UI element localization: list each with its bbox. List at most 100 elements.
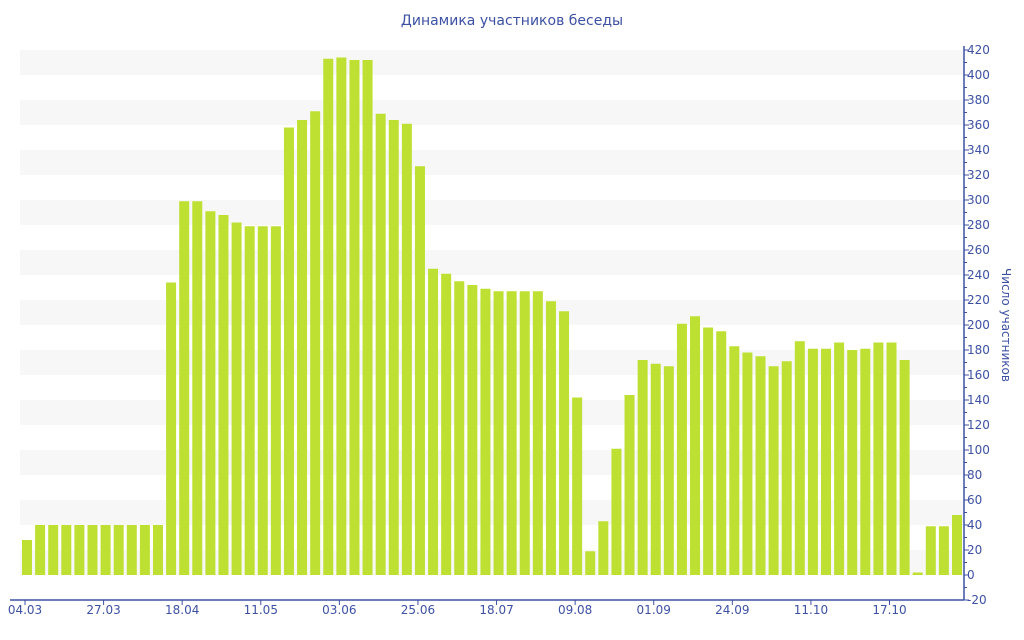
bar [35, 525, 46, 575]
grid-band [20, 450, 964, 475]
bar [807, 348, 818, 575]
y-tick-label: 380 [967, 93, 990, 107]
y-tick-label: 20 [967, 543, 982, 557]
grid-band [20, 100, 964, 125]
bar [257, 226, 268, 575]
bar [768, 366, 779, 575]
y-tick-label: 340 [967, 143, 990, 157]
bar [297, 120, 308, 575]
grid-band [20, 50, 964, 75]
bar [847, 350, 858, 575]
y-tick-label: 240 [967, 268, 990, 282]
y-tick-label: 60 [967, 493, 982, 507]
grid-band [20, 250, 964, 275]
bar [532, 291, 543, 575]
y-tick-label: 280 [967, 218, 990, 232]
y-tick-label: 40 [967, 518, 982, 532]
bar [938, 526, 949, 575]
y-tick-label: 320 [967, 168, 990, 182]
y-tick-label: 120 [967, 418, 990, 432]
x-tick-label: 04.03 [8, 603, 42, 617]
bar [742, 352, 753, 575]
x-tick-label: 18.07 [479, 603, 513, 617]
x-tick-label: 03.06 [322, 603, 356, 617]
bar [624, 395, 635, 575]
y-tick-label: 200 [967, 318, 990, 332]
bar [690, 316, 701, 575]
bar [585, 551, 596, 575]
bar [821, 348, 832, 575]
x-tick-label: 11.05 [244, 603, 278, 617]
bar [611, 448, 622, 575]
bar [794, 341, 805, 575]
bar [388, 120, 399, 575]
bar [925, 526, 936, 575]
y-tick-label: 260 [967, 243, 990, 257]
bar [166, 282, 177, 575]
bar [152, 525, 163, 575]
bar [834, 342, 845, 575]
grid-band [20, 150, 964, 175]
y-tick-label: -20 [967, 593, 987, 607]
grid-band [20, 550, 964, 575]
grid-band [20, 350, 964, 375]
bar [126, 525, 137, 575]
bar [572, 397, 583, 575]
bar [703, 327, 714, 575]
bar [401, 123, 412, 575]
bar [441, 273, 452, 575]
x-tick-label: 24.09 [715, 603, 749, 617]
y-tick-label: 140 [967, 393, 990, 407]
bar [375, 113, 386, 575]
y-tick-label: 100 [967, 443, 990, 457]
grid-band [20, 300, 964, 325]
bar [270, 226, 281, 575]
bar [74, 525, 85, 575]
bar [244, 226, 255, 575]
bar [61, 525, 72, 575]
bar [716, 331, 727, 575]
y-tick-label: 360 [967, 118, 990, 132]
bar [113, 525, 124, 575]
y-tick-label: 80 [967, 468, 982, 482]
bar [22, 540, 32, 575]
bar [650, 363, 661, 575]
bar [87, 525, 98, 575]
y-tick-label: 420 [967, 43, 990, 57]
bar [912, 572, 923, 575]
bar [179, 201, 190, 575]
bar [139, 525, 150, 575]
bar [676, 323, 687, 575]
bar [231, 222, 242, 575]
bar [873, 342, 884, 575]
bar [519, 291, 530, 575]
bar [467, 285, 478, 575]
y-tick-label: 160 [967, 368, 990, 382]
y-tick-label: 300 [967, 193, 990, 207]
x-tick-label: 25.06 [401, 603, 435, 617]
x-tick-label: 09.08 [558, 603, 592, 617]
bar [283, 127, 294, 575]
bar [48, 525, 59, 575]
bar [362, 60, 373, 575]
y-tick-label: 400 [967, 68, 990, 82]
x-tick-label: 27.03 [86, 603, 120, 617]
x-tick-label: 18.04 [165, 603, 199, 617]
bar [493, 291, 504, 575]
bar [598, 521, 609, 575]
bar [205, 211, 216, 575]
bar [545, 301, 556, 575]
bar [899, 360, 910, 575]
bar [414, 166, 425, 575]
bar [559, 311, 570, 575]
bar [428, 268, 439, 575]
bar [454, 281, 465, 575]
bar [336, 57, 347, 575]
grid-band [20, 200, 964, 225]
bar [886, 342, 897, 575]
y-tick-label: 220 [967, 293, 990, 307]
grid-band [20, 400, 964, 425]
bar [100, 525, 111, 575]
bar [506, 291, 517, 575]
